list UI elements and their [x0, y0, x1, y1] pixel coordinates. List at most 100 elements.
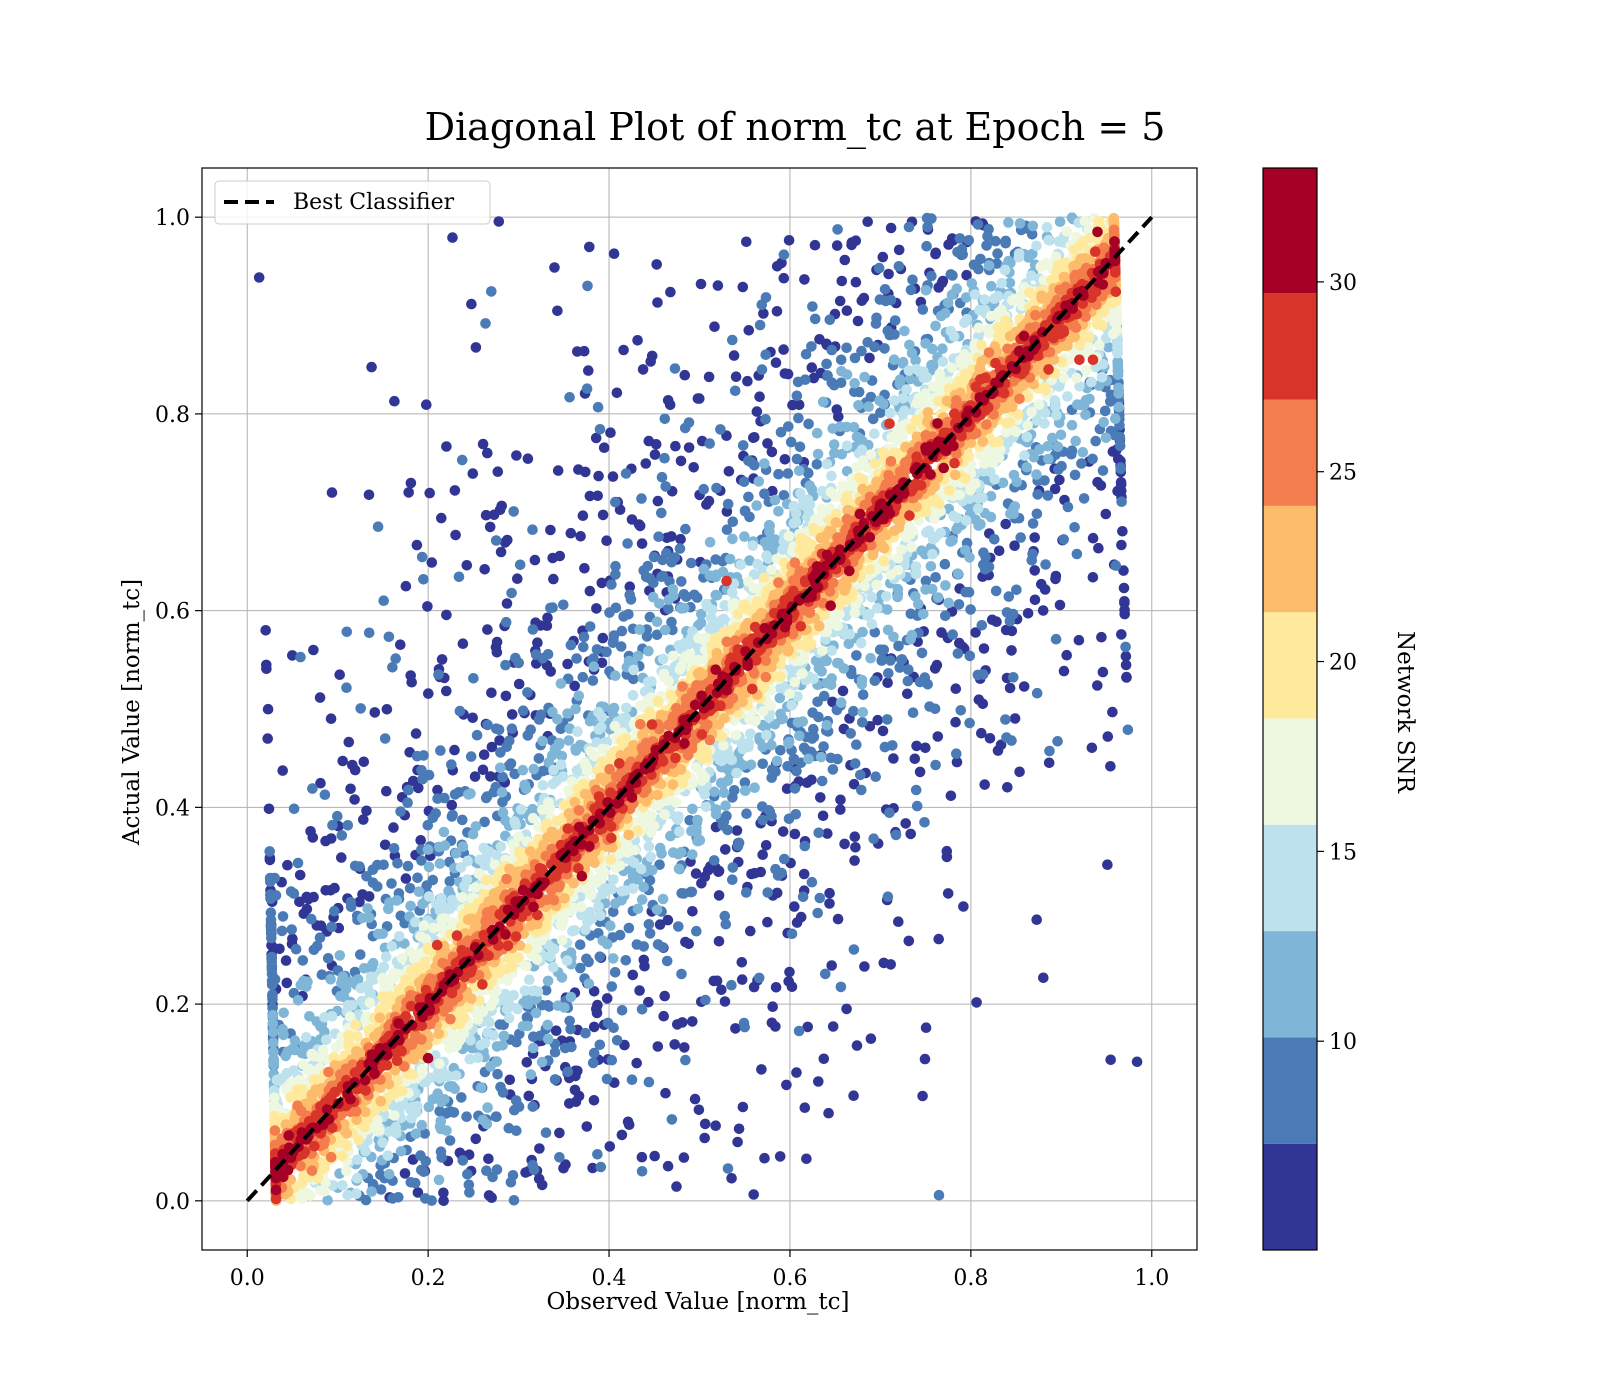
scatter-point — [454, 705, 466, 717]
scatter-point — [378, 595, 390, 606]
scatter-point — [510, 652, 521, 664]
scatter-point — [463, 1179, 475, 1191]
scatter-point — [611, 1035, 623, 1046]
scatter-point — [1023, 252, 1034, 263]
scatter-point — [509, 1104, 520, 1116]
scatter-point — [671, 1181, 682, 1192]
scatter-point — [1056, 460, 1067, 472]
scatter-point — [799, 274, 810, 285]
scatter-point — [654, 919, 666, 930]
scatter-point — [684, 815, 695, 826]
scatter-point — [981, 450, 992, 462]
scatter-point — [1102, 859, 1113, 870]
scatter-point — [614, 929, 626, 941]
scatter-point — [884, 407, 896, 419]
scatter-point — [897, 358, 908, 369]
scatter-point — [548, 764, 559, 776]
scatter-point — [362, 903, 373, 914]
scatter-point — [959, 317, 970, 329]
scatter-point — [676, 576, 687, 587]
scatter-point — [904, 339, 915, 351]
scatter-point — [862, 337, 873, 348]
scatter-point — [869, 675, 881, 687]
scatter-point — [637, 364, 649, 375]
scatter-point — [792, 717, 804, 728]
scatter-point — [695, 278, 707, 290]
scatter-point — [1086, 376, 1097, 388]
scatter-point — [512, 1003, 523, 1015]
scatter-point — [952, 568, 964, 579]
scatter-point — [841, 1003, 852, 1015]
scatter-point — [366, 959, 378, 971]
scatter-point — [984, 733, 996, 744]
scatter-point — [500, 815, 511, 827]
scatter-point — [811, 427, 823, 439]
scatter-point — [700, 801, 712, 813]
scatter-point — [1118, 565, 1129, 576]
scatter-point — [940, 610, 951, 622]
scatter-point — [1043, 757, 1055, 769]
scatter-point — [616, 1129, 628, 1141]
scatter-point — [692, 814, 703, 826]
scatter-point — [1018, 681, 1030, 692]
scatter-point — [921, 240, 932, 252]
scatter-point — [977, 698, 989, 710]
scatter-point — [750, 715, 761, 727]
scatter-point — [1007, 505, 1019, 516]
scatter-point — [638, 881, 649, 893]
scatter-point — [638, 954, 650, 966]
scatter-point — [672, 1019, 683, 1030]
scatter-point — [836, 365, 847, 377]
scatter-point — [964, 717, 975, 729]
scatter-point — [563, 784, 574, 796]
scatter-point — [699, 789, 710, 800]
scatter-point — [610, 496, 621, 508]
scatter-point — [578, 631, 590, 643]
scatter-point — [920, 1022, 932, 1033]
scatter-point — [588, 1021, 600, 1033]
scatter-point — [797, 668, 808, 679]
scatter-point — [720, 918, 732, 930]
scatter-point — [387, 662, 398, 673]
scatter-point — [491, 647, 503, 658]
scatter-point — [263, 803, 275, 815]
scatter-point — [877, 251, 889, 263]
scatter-point — [334, 669, 346, 680]
scatter-point — [486, 1192, 498, 1203]
scatter-point — [477, 438, 489, 450]
scatter-point — [588, 1047, 600, 1059]
scatter-point — [926, 359, 937, 371]
scatter-point — [753, 972, 765, 984]
scatter-point — [803, 753, 814, 765]
scatter-point — [1013, 248, 1025, 259]
scatter-point — [871, 312, 882, 324]
scatter-point — [835, 804, 846, 815]
scatter-point — [812, 448, 824, 460]
scatter-point — [519, 779, 530, 791]
scatter-point — [326, 487, 338, 498]
scatter-point — [803, 418, 814, 430]
scatter-point — [578, 345, 590, 357]
scatter-point — [789, 828, 801, 840]
scatter-point — [302, 976, 313, 987]
scatter-point — [996, 277, 1007, 289]
scatter-point — [434, 1105, 446, 1117]
scatter-point — [486, 687, 497, 699]
scatter-point — [722, 498, 734, 510]
scatter-point — [267, 1026, 279, 1038]
scatter-point — [443, 885, 454, 897]
scatter-point — [1026, 229, 1038, 240]
scatter-point — [432, 784, 443, 796]
scatter-point — [644, 928, 656, 939]
scatter-point — [727, 334, 738, 346]
scatter-point — [1092, 319, 1103, 330]
scatter-point — [888, 753, 899, 764]
scatter-point — [497, 771, 508, 783]
scatter-point — [1131, 1056, 1143, 1068]
scatter-point — [636, 1166, 648, 1177]
scatter-point — [778, 272, 790, 284]
scatter-point — [383, 1168, 395, 1180]
scatter-point — [529, 554, 541, 566]
scatter-point — [436, 899, 448, 911]
scatter-point — [986, 280, 997, 292]
